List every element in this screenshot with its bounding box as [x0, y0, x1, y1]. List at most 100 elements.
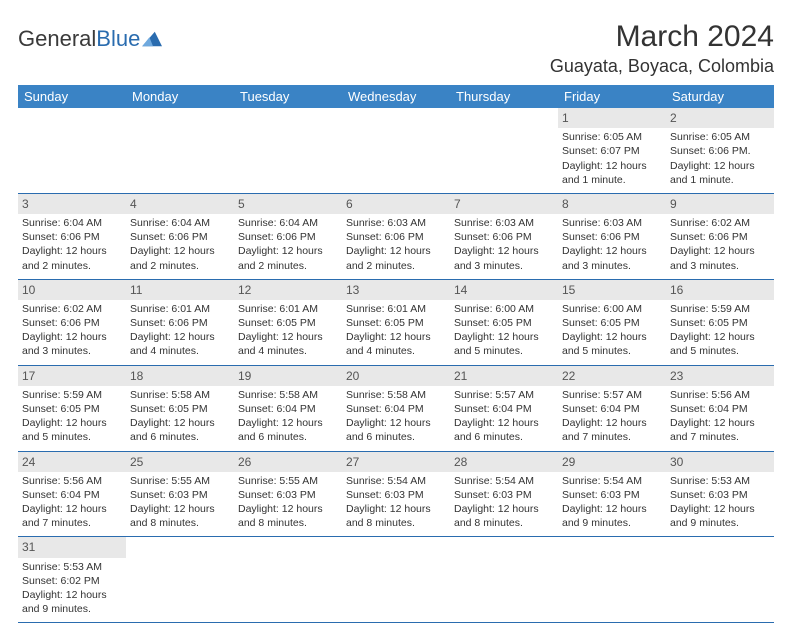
sunrise-text: Sunrise: 6:03 AM [562, 216, 662, 230]
calendar-empty-cell [342, 537, 450, 623]
daylight-text: Daylight: 12 hours and 4 minutes. [346, 330, 446, 358]
calendar-day-cell: 12Sunrise: 6:01 AMSunset: 6:05 PMDayligh… [234, 279, 342, 365]
daylight-text: Daylight: 12 hours and 6 minutes. [238, 416, 338, 444]
sunrise-text: Sunrise: 6:05 AM [562, 130, 662, 144]
calendar-day-cell: 22Sunrise: 5:57 AMSunset: 6:04 PMDayligh… [558, 365, 666, 451]
day-body: Sunrise: 5:56 AMSunset: 6:04 PMDaylight:… [18, 472, 126, 537]
sunrise-text: Sunrise: 6:04 AM [238, 216, 338, 230]
sunrise-text: Sunrise: 6:01 AM [346, 302, 446, 316]
sunset-text: Sunset: 6:06 PM [130, 316, 230, 330]
day-number: 20 [342, 366, 450, 386]
day-number: 8 [558, 194, 666, 214]
day-number [558, 537, 666, 557]
sunset-text: Sunset: 6:05 PM [454, 316, 554, 330]
sunset-text: Sunset: 6:04 PM [238, 402, 338, 416]
daylight-text: Daylight: 12 hours and 3 minutes. [670, 244, 770, 272]
sunset-text: Sunset: 6:06 PM [454, 230, 554, 244]
calendar-empty-cell [126, 108, 234, 193]
day-number: 27 [342, 452, 450, 472]
day-number: 31 [18, 537, 126, 557]
calendar-empty-cell [234, 108, 342, 193]
weekday-header: Thursday [450, 85, 558, 108]
day-number: 25 [126, 452, 234, 472]
day-number: 23 [666, 366, 774, 386]
day-number: 9 [666, 194, 774, 214]
calendar-day-cell: 19Sunrise: 5:58 AMSunset: 6:04 PMDayligh… [234, 365, 342, 451]
sunset-text: Sunset: 6:06 PM. [670, 144, 770, 158]
calendar-day-cell: 2Sunrise: 6:05 AMSunset: 6:06 PM.Dayligh… [666, 108, 774, 193]
day-body: Sunrise: 6:04 AMSunset: 6:06 PMDaylight:… [234, 214, 342, 279]
day-number: 2 [666, 108, 774, 128]
day-body: Sunrise: 6:00 AMSunset: 6:05 PMDaylight:… [558, 300, 666, 365]
calendar-day-cell: 20Sunrise: 5:58 AMSunset: 6:04 PMDayligh… [342, 365, 450, 451]
day-number: 11 [126, 280, 234, 300]
daylight-text: Daylight: 12 hours and 3 minutes. [22, 330, 122, 358]
day-body: Sunrise: 6:04 AMSunset: 6:06 PMDaylight:… [18, 214, 126, 279]
day-body: Sunrise: 5:56 AMSunset: 6:04 PMDaylight:… [666, 386, 774, 451]
day-number: 16 [666, 280, 774, 300]
sunset-text: Sunset: 6:03 PM [346, 488, 446, 502]
day-body: Sunrise: 5:54 AMSunset: 6:03 PMDaylight:… [558, 472, 666, 537]
day-body [450, 558, 558, 606]
calendar-empty-cell [18, 108, 126, 193]
day-body: Sunrise: 6:02 AMSunset: 6:06 PMDaylight:… [666, 214, 774, 279]
sunrise-text: Sunrise: 5:58 AM [130, 388, 230, 402]
day-body: Sunrise: 6:01 AMSunset: 6:05 PMDaylight:… [234, 300, 342, 365]
sunrise-text: Sunrise: 5:58 AM [346, 388, 446, 402]
calendar-day-cell: 6Sunrise: 6:03 AMSunset: 6:06 PMDaylight… [342, 193, 450, 279]
sunrise-text: Sunrise: 6:00 AM [454, 302, 554, 316]
daylight-text: Daylight: 12 hours and 2 minutes. [130, 244, 230, 272]
calendar-day-cell: 3Sunrise: 6:04 AMSunset: 6:06 PMDaylight… [18, 193, 126, 279]
day-body: Sunrise: 5:53 AMSunset: 6:02 PMDaylight:… [18, 558, 126, 623]
sunset-text: Sunset: 6:06 PM [670, 230, 770, 244]
sunrise-text: Sunrise: 6:05 AM [670, 130, 770, 144]
daylight-text: Daylight: 12 hours and 7 minutes. [22, 502, 122, 530]
calendar-day-cell: 8Sunrise: 6:03 AMSunset: 6:06 PMDaylight… [558, 193, 666, 279]
calendar-day-cell: 24Sunrise: 5:56 AMSunset: 6:04 PMDayligh… [18, 451, 126, 537]
weekday-header: Sunday [18, 85, 126, 108]
daylight-text: Daylight: 12 hours and 5 minutes. [22, 416, 122, 444]
calendar-day-cell: 25Sunrise: 5:55 AMSunset: 6:03 PMDayligh… [126, 451, 234, 537]
daylight-text: Daylight: 12 hours and 4 minutes. [130, 330, 230, 358]
sunset-text: Sunset: 6:05 PM [562, 316, 662, 330]
calendar-day-cell: 5Sunrise: 6:04 AMSunset: 6:06 PMDaylight… [234, 193, 342, 279]
calendar-week-row: 31Sunrise: 5:53 AMSunset: 6:02 PMDayligh… [18, 537, 774, 623]
daylight-text: Daylight: 12 hours and 8 minutes. [130, 502, 230, 530]
calendar-empty-cell [126, 537, 234, 623]
sunrise-text: Sunrise: 6:00 AM [562, 302, 662, 316]
day-body: Sunrise: 5:53 AMSunset: 6:03 PMDaylight:… [666, 472, 774, 537]
logo-sail-icon [142, 30, 164, 48]
day-number: 5 [234, 194, 342, 214]
day-body: Sunrise: 5:54 AMSunset: 6:03 PMDaylight:… [342, 472, 450, 537]
sunset-text: Sunset: 6:05 PM [130, 402, 230, 416]
sunset-text: Sunset: 6:06 PM [346, 230, 446, 244]
day-body [234, 558, 342, 606]
day-body: Sunrise: 6:01 AMSunset: 6:06 PMDaylight:… [126, 300, 234, 365]
day-number [342, 537, 450, 557]
day-body: Sunrise: 5:59 AMSunset: 6:05 PMDaylight:… [18, 386, 126, 451]
sunset-text: Sunset: 6:05 PM [670, 316, 770, 330]
day-body: Sunrise: 6:03 AMSunset: 6:06 PMDaylight:… [450, 214, 558, 279]
day-number: 30 [666, 452, 774, 472]
daylight-text: Daylight: 12 hours and 6 minutes. [346, 416, 446, 444]
day-body: Sunrise: 6:00 AMSunset: 6:05 PMDaylight:… [450, 300, 558, 365]
calendar-week-row: 3Sunrise: 6:04 AMSunset: 6:06 PMDaylight… [18, 193, 774, 279]
calendar-day-cell: 31Sunrise: 5:53 AMSunset: 6:02 PMDayligh… [18, 537, 126, 623]
daylight-text: Daylight: 12 hours and 8 minutes. [454, 502, 554, 530]
sunrise-text: Sunrise: 5:57 AM [562, 388, 662, 402]
sunset-text: Sunset: 6:06 PM [22, 316, 122, 330]
sunrise-text: Sunrise: 5:53 AM [670, 474, 770, 488]
daylight-text: Daylight: 12 hours and 6 minutes. [454, 416, 554, 444]
day-number: 22 [558, 366, 666, 386]
daylight-text: Daylight: 12 hours and 7 minutes. [562, 416, 662, 444]
sunset-text: Sunset: 6:06 PM [238, 230, 338, 244]
month-title: March 2024 [550, 20, 774, 54]
day-number: 24 [18, 452, 126, 472]
day-body: Sunrise: 6:03 AMSunset: 6:06 PMDaylight:… [558, 214, 666, 279]
day-number: 14 [450, 280, 558, 300]
day-body: Sunrise: 5:57 AMSunset: 6:04 PMDaylight:… [558, 386, 666, 451]
sunset-text: Sunset: 6:06 PM [22, 230, 122, 244]
calendar-day-cell: 18Sunrise: 5:58 AMSunset: 6:05 PMDayligh… [126, 365, 234, 451]
day-body: Sunrise: 5:59 AMSunset: 6:05 PMDaylight:… [666, 300, 774, 365]
sunrise-text: Sunrise: 5:54 AM [454, 474, 554, 488]
